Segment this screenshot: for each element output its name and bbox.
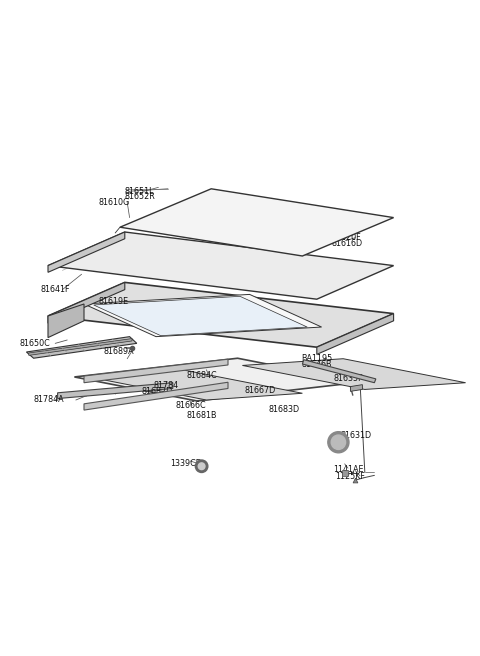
Text: 81784: 81784	[154, 381, 179, 390]
Text: 81689A: 81689A	[103, 346, 134, 356]
Polygon shape	[242, 359, 466, 390]
Text: 81631D: 81631D	[341, 432, 372, 440]
Polygon shape	[48, 304, 84, 338]
Polygon shape	[94, 297, 307, 336]
Text: 81683D: 81683D	[269, 405, 300, 414]
Text: 81641F: 81641F	[41, 285, 70, 294]
Circle shape	[328, 432, 349, 453]
Text: 1339CD: 1339CD	[170, 459, 202, 468]
Text: 81616D: 81616D	[331, 239, 362, 248]
Polygon shape	[48, 232, 394, 299]
Text: 81635F: 81635F	[334, 374, 363, 383]
Polygon shape	[29, 338, 132, 356]
Text: 81650C: 81650C	[19, 339, 50, 348]
Polygon shape	[350, 384, 362, 392]
Circle shape	[198, 463, 205, 470]
Circle shape	[331, 435, 346, 449]
Text: 81681B: 81681B	[186, 411, 217, 420]
Polygon shape	[84, 295, 322, 337]
Circle shape	[195, 460, 208, 472]
Polygon shape	[84, 382, 228, 410]
Polygon shape	[48, 282, 125, 323]
Polygon shape	[26, 337, 137, 358]
Text: 81652R: 81652R	[125, 192, 156, 201]
Polygon shape	[84, 369, 302, 400]
Polygon shape	[302, 359, 376, 382]
Text: 81619E: 81619E	[98, 297, 129, 306]
Polygon shape	[84, 359, 228, 382]
Polygon shape	[58, 382, 173, 399]
Text: 1125KF: 1125KF	[335, 472, 365, 482]
Polygon shape	[120, 189, 394, 256]
Polygon shape	[48, 232, 125, 272]
Text: 81666C: 81666C	[175, 401, 206, 410]
Text: 81651L: 81651L	[125, 187, 154, 195]
Text: 81684C: 81684C	[186, 371, 217, 380]
Polygon shape	[317, 314, 394, 354]
Text: 81610G: 81610G	[98, 197, 130, 207]
Polygon shape	[48, 282, 394, 347]
Text: 81646B: 81646B	[301, 360, 332, 369]
Text: 81667D: 81667D	[245, 386, 276, 395]
Polygon shape	[298, 365, 362, 373]
Text: BA1195: BA1195	[301, 354, 333, 363]
Polygon shape	[74, 358, 360, 401]
Text: 1141AE: 1141AE	[334, 465, 364, 474]
Text: 81620F: 81620F	[331, 234, 361, 242]
Text: 81784A: 81784A	[34, 396, 64, 405]
Text: 81682D: 81682D	[142, 387, 173, 396]
